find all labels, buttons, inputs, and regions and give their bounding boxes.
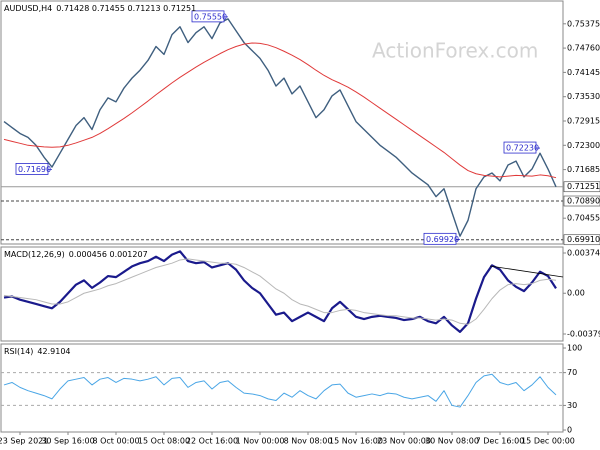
y-tick-label: 0.72300 bbox=[567, 141, 600, 150]
y-tick-label: 0.75375 bbox=[567, 19, 600, 28]
y-tick-label: 0.74145 bbox=[567, 68, 600, 77]
x-tick-label: 23 Sep 2021 bbox=[0, 437, 48, 446]
annotation-box bbox=[423, 232, 457, 245]
level-label: 0.69910 bbox=[567, 235, 600, 244]
y-tick-label: 0.70455 bbox=[567, 214, 600, 223]
title: MACD(12,26,9) bbox=[4, 250, 65, 259]
trend-line bbox=[489, 265, 564, 278]
series-line bbox=[3, 250, 557, 333]
y-tick-label: -0.003796 bbox=[567, 330, 600, 339]
level-label: 0.71251 bbox=[567, 182, 600, 191]
readout: 0.71428 0.71455 0.71213 0.71251 bbox=[56, 4, 196, 13]
series-line bbox=[3, 373, 557, 408]
readout: 0.000456 0.001207 bbox=[69, 250, 148, 259]
panel-title: MACD(12,26,9) 0.000456 0.001207 bbox=[4, 250, 148, 259]
x-tick-label: 30 Sep 16:00 bbox=[41, 437, 94, 446]
watermark: ActionForex.com bbox=[372, 39, 538, 63]
annotation-label: 0.71690 bbox=[18, 165, 51, 174]
x-tick-label: 30 Nov 08:00 bbox=[425, 437, 479, 446]
x-tick-label: 1 Nov 00:00 bbox=[236, 437, 285, 446]
title: RSI(14) bbox=[4, 347, 33, 356]
y-tick-label: 100 bbox=[567, 344, 582, 353]
panel-frame bbox=[0, 246, 564, 342]
x-tick-label: 8 Nov 08:00 bbox=[284, 437, 333, 446]
series-line bbox=[3, 258, 557, 325]
x-tick-label: 7 Dec 16:00 bbox=[476, 437, 525, 446]
readout: 42.9104 bbox=[37, 347, 70, 356]
x-tick-label: 15 Oct 08:00 bbox=[138, 437, 190, 446]
panel-title: RSI(14) 42.9104 bbox=[4, 347, 71, 356]
annotation-box bbox=[191, 10, 225, 23]
level-label: 0.70890 bbox=[567, 197, 600, 206]
y-tick-label: 0.003749 bbox=[567, 249, 600, 258]
level-badge bbox=[563, 181, 600, 193]
x-tick-label: 22 Oct 16:00 bbox=[186, 437, 238, 446]
y-tick-label: 0.72915 bbox=[567, 116, 600, 125]
annotation-label: 0.75550 bbox=[194, 12, 227, 21]
y-tick-label: 0.73530 bbox=[567, 92, 600, 101]
y-tick-label: 0.00 bbox=[567, 289, 585, 298]
level-badge bbox=[563, 195, 600, 207]
x-tick-label: 15 Nov 16:00 bbox=[329, 437, 383, 446]
level-badge bbox=[563, 234, 600, 246]
panel-frame bbox=[0, 0, 564, 245]
y-tick-label: 0 bbox=[567, 426, 572, 435]
series-line bbox=[3, 18, 557, 237]
x-tick-label: 23 Nov 00:00 bbox=[377, 437, 431, 446]
panel-frame bbox=[0, 343, 564, 433]
y-tick-label: 30 bbox=[567, 401, 577, 410]
y-tick-label: 0.71685 bbox=[567, 165, 600, 174]
y-tick-label: 0.74760 bbox=[567, 44, 600, 53]
annotation-label: 0.72230 bbox=[506, 144, 539, 153]
annotation-box bbox=[15, 163, 49, 175]
annotation-box bbox=[503, 141, 537, 154]
y-tick-label: 70 bbox=[567, 368, 577, 377]
panel-title: AUDUSD,H4 0.71428 0.71455 0.71213 0.71251 bbox=[4, 4, 196, 13]
x-tick-label: 8 Oct 00:00 bbox=[92, 437, 139, 446]
series-line bbox=[3, 42, 557, 179]
title: AUDUSD,H4 bbox=[4, 4, 52, 13]
x-tick-label: 15 Dec 00:00 bbox=[521, 437, 575, 446]
annotation-label: 0.69920 bbox=[426, 235, 459, 244]
